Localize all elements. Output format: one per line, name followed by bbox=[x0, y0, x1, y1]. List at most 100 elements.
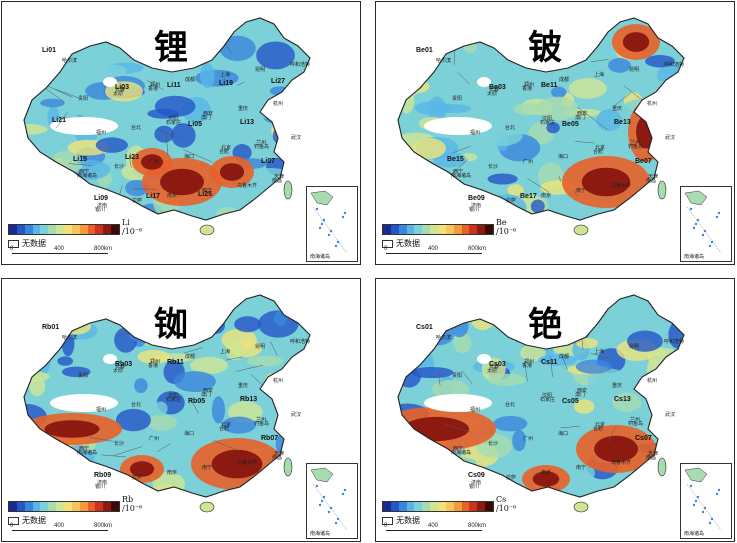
place-label: 西宁 bbox=[79, 445, 89, 452]
place-label: 北京 bbox=[595, 421, 605, 428]
place-label: 广州 bbox=[523, 435, 533, 442]
ramp-swatch bbox=[95, 502, 104, 511]
anomaly-patch bbox=[646, 359, 660, 379]
place-label: 石家庄 bbox=[166, 119, 181, 126]
place-label: 西安 bbox=[577, 387, 587, 394]
province-boundary bbox=[575, 141, 595, 144]
place-label: 哈尔滨 bbox=[436, 334, 451, 341]
inset-island bbox=[715, 492, 719, 496]
anomaly-patch bbox=[608, 145, 631, 157]
place-label: 广州 bbox=[149, 435, 159, 442]
anomaly-patch bbox=[34, 465, 63, 477]
place-label: 长沙 bbox=[114, 163, 124, 170]
taiwan-island bbox=[283, 457, 293, 477]
china-map-li: Li01 Li03 Li05 Li07 Li09 Li11 Li13 Li15 Li17 Li19… bbox=[23, 17, 311, 236]
anomaly-patch bbox=[479, 126, 523, 147]
place-label: 济南 bbox=[471, 479, 481, 486]
ramp-swatch bbox=[398, 502, 407, 511]
province-boundary bbox=[183, 347, 203, 354]
province-boundary bbox=[613, 92, 632, 107]
place-label: 乌鲁木齐 bbox=[237, 182, 257, 189]
place-label: 合肥 bbox=[593, 425, 603, 432]
anomaly-code-label: Rb13 bbox=[240, 396, 257, 403]
province-boundary bbox=[165, 132, 169, 155]
anomaly-code-label: Be15 bbox=[447, 156, 464, 163]
place-label: 海口 bbox=[184, 153, 194, 160]
anomaly-code-label: Rb05 bbox=[188, 398, 205, 405]
anomaly-patch bbox=[40, 98, 65, 108]
ramp-swatch bbox=[414, 502, 423, 511]
place-label: 重庆 bbox=[612, 105, 622, 112]
anomaly-code-label: Rb01 bbox=[42, 324, 59, 331]
province-boundary bbox=[156, 129, 181, 139]
peak-zone bbox=[532, 471, 560, 487]
place-label: 合肥 bbox=[219, 148, 229, 155]
anomaly-patch bbox=[412, 138, 446, 159]
anomaly-code-label: Cs01 bbox=[416, 324, 433, 331]
place-label: 福州 bbox=[96, 129, 106, 136]
anomaly-patch bbox=[96, 64, 127, 77]
taiwan-island bbox=[283, 180, 293, 200]
ramp-swatch bbox=[16, 502, 25, 511]
anomaly-patch bbox=[95, 137, 128, 153]
province-boundary bbox=[113, 446, 143, 457]
place-label: 沈阳 bbox=[542, 115, 552, 122]
south-china-sea-inset: 南海诸岛 bbox=[680, 186, 732, 262]
anomaly-patch bbox=[636, 479, 651, 497]
anomaly-patch bbox=[645, 54, 675, 68]
ramp-swatch bbox=[430, 502, 439, 511]
anomaly-patch bbox=[398, 67, 419, 94]
inset-coast bbox=[684, 467, 708, 483]
anomaly-code-label: Be01 bbox=[416, 47, 433, 54]
anomaly-patch bbox=[262, 108, 295, 125]
place-label: 石家庄 bbox=[540, 396, 555, 403]
place-label: 长沙 bbox=[488, 440, 498, 447]
place-label: 武汉 bbox=[291, 411, 301, 418]
place-label: 南宁 bbox=[576, 464, 586, 471]
place-label: 昆明 bbox=[255, 67, 265, 73]
legend-li: Li/10⁻⁶ 无数据 bbox=[8, 218, 158, 258]
place-label: 南海诸岛 bbox=[77, 172, 97, 179]
anomaly-patch bbox=[487, 173, 518, 185]
anomaly-patch bbox=[573, 399, 595, 414]
anomaly-patch bbox=[61, 463, 90, 487]
place-label: 南海诸岛 bbox=[77, 449, 97, 456]
national-boundary bbox=[397, 17, 685, 221]
anomaly-patch bbox=[587, 368, 630, 394]
inset-coast bbox=[310, 190, 334, 206]
place-label: 福州 bbox=[470, 406, 480, 413]
anomaly-patch bbox=[24, 441, 43, 454]
ramp-swatch bbox=[56, 502, 65, 511]
province-boundary bbox=[128, 155, 132, 168]
inset-island bbox=[315, 207, 319, 211]
inset-island bbox=[692, 226, 696, 230]
anomaly-patch bbox=[221, 119, 254, 136]
place-label: 广州 bbox=[523, 158, 533, 165]
anomaly-patch bbox=[33, 471, 74, 495]
ramp-swatch bbox=[390, 225, 399, 234]
place-label: 石家庄 bbox=[166, 396, 181, 403]
ramp-swatch bbox=[32, 225, 41, 234]
anomaly-patch bbox=[154, 401, 168, 416]
place-label: 太原 bbox=[487, 367, 497, 374]
anomaly-patch bbox=[147, 414, 177, 431]
place-label: 哈尔滨 bbox=[62, 334, 77, 341]
anomaly-patch bbox=[580, 32, 593, 45]
place-label: 拉萨 bbox=[506, 474, 516, 481]
place-label: 沈阳 bbox=[542, 392, 552, 399]
anomaly-patch bbox=[62, 18, 78, 31]
province-boundary bbox=[577, 106, 608, 130]
ramp-swatch bbox=[32, 502, 41, 511]
scale-bar: 0 400 800km bbox=[10, 523, 113, 531]
place-label: 台北 bbox=[505, 124, 515, 131]
anomaly-patch bbox=[634, 208, 663, 220]
anomaly-patch bbox=[57, 356, 74, 366]
place-label: 杭州 bbox=[647, 377, 657, 384]
inset-island bbox=[322, 218, 326, 222]
anomaly-patch bbox=[433, 152, 467, 168]
inset-island bbox=[320, 222, 324, 226]
anomaly-code-label: Rb03 bbox=[115, 361, 132, 368]
map-panel-rb: Rb01 Rb03 Rb05 Rb07 Rb09 Rb11 Rb13 哈尔滨 长春 沈阳 北京 天津济… bbox=[1, 278, 361, 542]
anomaly-patch bbox=[494, 296, 511, 321]
place-label: 长沙 bbox=[488, 163, 498, 170]
